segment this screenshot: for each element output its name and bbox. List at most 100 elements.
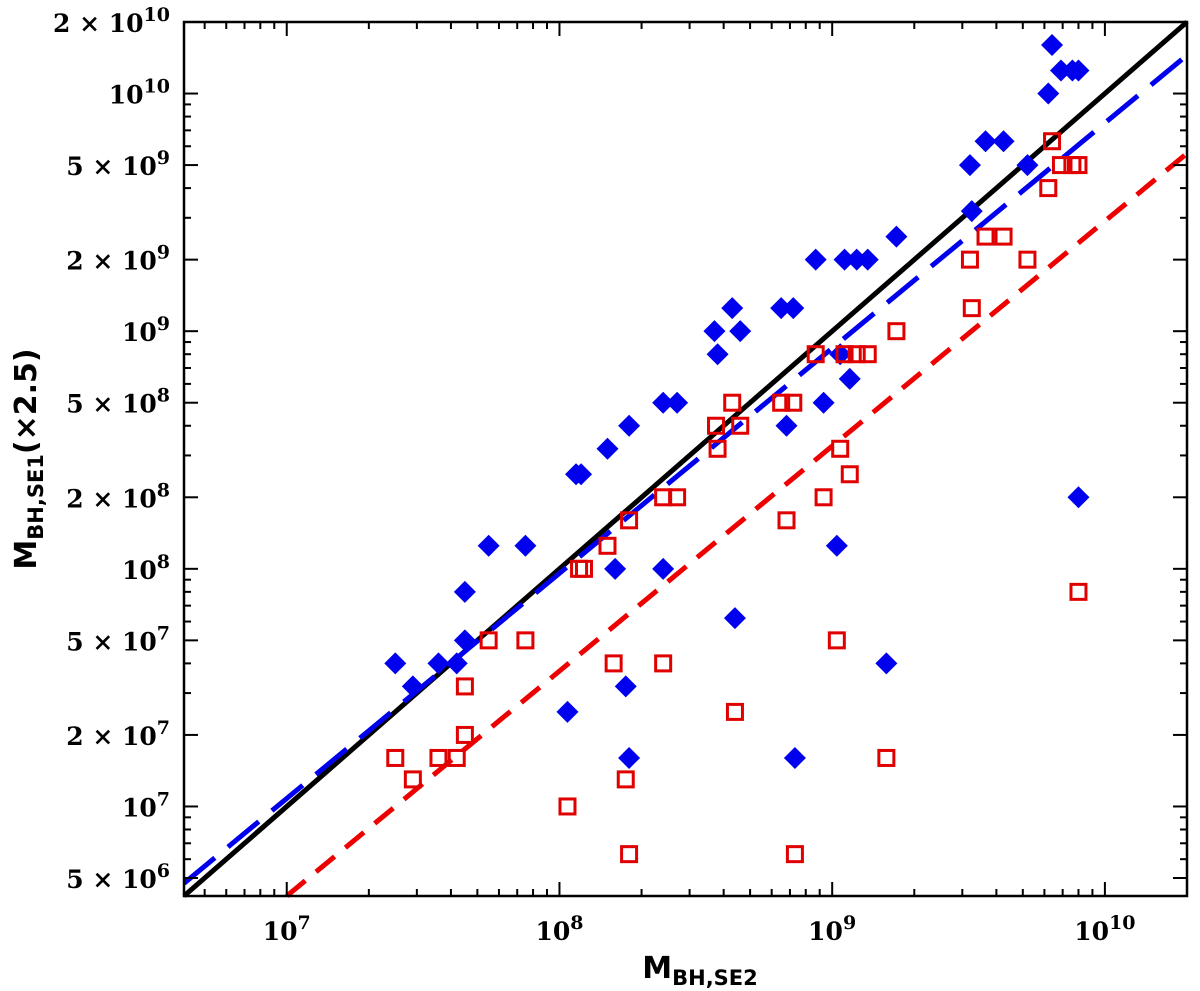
y-tick-label: 5 × 109 xyxy=(66,147,170,181)
blue-diamond-point xyxy=(812,391,835,414)
red-square-point xyxy=(574,559,593,578)
x-tick-label: 107 xyxy=(263,912,311,946)
red-square-point xyxy=(723,393,742,412)
blue-diamond-point xyxy=(1067,486,1090,509)
y-axis-label: MBH,SE1(×2.5) xyxy=(9,348,48,569)
blue-diamond-point xyxy=(856,248,879,271)
red-square-point xyxy=(847,345,866,364)
red-square-point xyxy=(447,748,466,767)
blue-diamond-point xyxy=(960,200,983,223)
red-square-point xyxy=(994,227,1013,246)
fit-lines xyxy=(182,20,1189,898)
red-square-point xyxy=(840,465,859,484)
red-square-point xyxy=(831,439,850,458)
x-axis-label: MBH,SE2 xyxy=(642,951,758,990)
blue-diamond-point xyxy=(721,297,744,320)
red-square-point xyxy=(777,511,796,530)
red-square-point xyxy=(835,345,854,364)
red-square-point xyxy=(570,559,589,578)
y-tick-label: 109 xyxy=(122,313,170,347)
x-tick-label: 109 xyxy=(808,912,856,946)
y-tick-label: 5 × 106 xyxy=(66,860,170,894)
x-tick-label: 1010 xyxy=(1074,912,1135,946)
blue-diamond-point xyxy=(1067,59,1090,82)
red-square-point xyxy=(616,770,635,789)
red-square-point xyxy=(707,416,726,435)
red-square-point xyxy=(479,631,498,650)
blue-diamond-point xyxy=(804,248,827,271)
red-square-point xyxy=(1051,156,1070,175)
red-square-point xyxy=(1043,132,1062,151)
blue-diamond-point xyxy=(427,652,450,675)
red-square-point xyxy=(784,393,803,412)
blue-diamond-point xyxy=(833,248,856,271)
blue-diamond-point xyxy=(885,225,908,248)
blue-diamond-point xyxy=(401,675,424,698)
blue-diamond-point xyxy=(783,746,806,769)
tick-labels: 107 108 109 1010 5 × 106 107 2 × 107 5 × 107 108… xyxy=(53,4,1136,946)
red-square-point xyxy=(1039,179,1058,198)
line-red-fit xyxy=(285,151,1189,898)
red-square-point xyxy=(455,725,474,744)
blue-diamond-point xyxy=(596,437,619,460)
blue-diamond-point xyxy=(703,320,726,343)
blue-diamond-point xyxy=(453,580,476,603)
red-square-point xyxy=(1069,582,1088,601)
y-tick-label: 2 × 109 xyxy=(66,242,170,276)
red-square-point xyxy=(772,393,791,412)
red-square-point xyxy=(725,702,744,721)
red-square-point xyxy=(731,416,750,435)
blue-diamond-point xyxy=(770,297,793,320)
red-square-point xyxy=(455,677,474,696)
blue-diamond-point xyxy=(706,343,729,366)
blue-diamond-point xyxy=(666,391,689,414)
blue-diamond-point xyxy=(384,652,407,675)
red-square-point xyxy=(960,250,979,269)
blue-diamond-point xyxy=(614,675,637,698)
blue-diamond-point xyxy=(652,391,675,414)
blue-diamond-point xyxy=(1041,34,1064,57)
blue-diamond-point xyxy=(875,652,898,675)
blue-diamond-point xyxy=(1049,59,1072,82)
red-square-point xyxy=(814,488,833,507)
plot-frame xyxy=(182,20,1189,898)
red-square-point xyxy=(668,488,687,507)
blue-diamond-point xyxy=(652,557,675,580)
red-square-point xyxy=(558,797,577,816)
red-square-point xyxy=(976,227,995,246)
red-square-point xyxy=(386,748,405,767)
blue-diamond-point xyxy=(618,414,641,437)
blue-diamond-point xyxy=(1016,154,1039,177)
red-square-point xyxy=(877,748,896,767)
blue-diamond-point xyxy=(845,248,868,271)
y-tick-label: 108 xyxy=(122,551,170,585)
y-tick-label: 107 xyxy=(122,788,170,822)
y-tick-label: 5 × 107 xyxy=(66,622,170,656)
blue-diamond-point xyxy=(729,320,752,343)
red-square-point xyxy=(654,654,673,673)
red-square-point xyxy=(620,511,639,530)
data-markers xyxy=(384,34,1090,864)
red-square-point xyxy=(403,770,422,789)
blue-diamond-point xyxy=(514,534,537,557)
blue-diamond-point xyxy=(556,700,579,723)
red-square-point xyxy=(429,748,448,767)
blue-diamond-point xyxy=(974,130,997,153)
y-tick-label: 5 × 108 xyxy=(66,385,170,419)
blue-diamond-point xyxy=(1037,82,1060,105)
blue-diamond-point xyxy=(958,154,981,177)
red-square-point xyxy=(1018,250,1037,269)
blue-diamond-point xyxy=(775,414,798,437)
red-square-point xyxy=(827,631,846,650)
line-blue-fit xyxy=(182,53,1189,886)
red-square-point xyxy=(1069,156,1088,175)
blue-diamond-point xyxy=(838,367,861,390)
blue-diamond-point xyxy=(992,130,1015,153)
blue-diamond-point xyxy=(618,746,641,769)
red-square-point xyxy=(598,536,617,555)
red-square-point xyxy=(806,345,825,364)
red-square-point xyxy=(785,845,804,864)
red-square-point xyxy=(708,439,727,458)
blue-diamond-point xyxy=(604,557,627,580)
blue-diamond-point xyxy=(782,297,805,320)
